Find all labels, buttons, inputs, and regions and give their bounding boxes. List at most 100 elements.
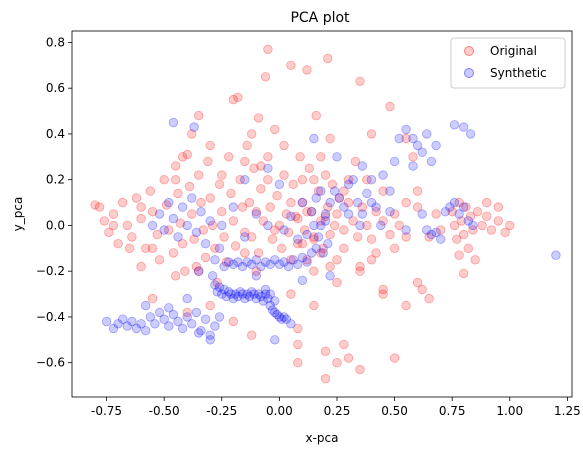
point-original-86 <box>325 229 335 240</box>
point-original-127 <box>228 94 239 105</box>
point-original-20 <box>173 188 183 199</box>
point-original-19 <box>170 161 181 171</box>
point-synthetic-2 <box>113 319 123 329</box>
point-original-205 <box>297 238 308 249</box>
point-synthetic-4 <box>122 321 133 331</box>
point-synthetic-88 <box>274 259 285 270</box>
point-synthetic-109 <box>371 202 381 212</box>
point-synthetic-75 <box>214 243 225 254</box>
point-original-206 <box>316 248 326 258</box>
point-original-164 <box>124 243 135 254</box>
point-original-25 <box>184 181 195 192</box>
point-original-74 <box>297 197 308 208</box>
point-synthetic-126 <box>440 206 451 217</box>
point-original-83 <box>318 243 328 254</box>
point-original-45 <box>230 241 241 251</box>
point-original-123 <box>505 220 515 231</box>
point-synthetic-128 <box>449 197 460 208</box>
point-original-30 <box>196 197 206 208</box>
y-tick-label: 0.2 <box>46 173 65 187</box>
x-tick-label: 0.00 <box>266 404 293 418</box>
point-synthetic-3 <box>117 314 128 324</box>
point-original-68 <box>283 227 294 238</box>
x-tick-label: -0.50 <box>149 404 180 418</box>
point-original-113 <box>461 202 471 212</box>
point-synthetic-150 <box>318 248 328 258</box>
point-synthetic-148 <box>313 232 324 242</box>
point-original-198 <box>246 129 257 139</box>
point-original-7 <box>127 232 137 242</box>
point-original-51 <box>244 197 255 208</box>
point-synthetic-14 <box>168 309 179 320</box>
point-synthetic-161 <box>240 232 250 242</box>
point-original-124 <box>263 44 273 55</box>
point-original-193 <box>147 243 158 254</box>
point-original-202 <box>343 174 354 185</box>
point-synthetic-68 <box>182 220 192 231</box>
points-layer <box>90 44 561 384</box>
point-synthetic-85 <box>260 257 271 267</box>
point-original-3 <box>108 209 119 219</box>
point-synthetic-158 <box>279 225 289 235</box>
point-synthetic-67 <box>177 202 188 212</box>
point-synthetic-13 <box>164 321 174 331</box>
point-original-145 <box>401 300 411 311</box>
point-synthetic-55 <box>277 314 287 324</box>
point-original-156 <box>366 255 377 265</box>
point-original-47 <box>235 174 245 185</box>
point-synthetic-177 <box>325 271 335 281</box>
point-original-150 <box>246 330 257 340</box>
point-synthetic-132 <box>468 220 478 231</box>
point-synthetic-0 <box>101 316 112 327</box>
point-original-175 <box>412 186 423 196</box>
point-synthetic-98 <box>320 209 331 219</box>
point-synthetic-24 <box>214 312 225 322</box>
point-synthetic-146 <box>309 220 319 231</box>
point-synthetic-82 <box>246 259 257 270</box>
point-synthetic-83 <box>251 255 261 265</box>
point-original-4 <box>113 238 123 249</box>
point-original-187 <box>286 255 296 265</box>
point-synthetic-141 <box>182 293 192 304</box>
point-original-16 <box>161 200 172 210</box>
point-original-144 <box>389 353 400 363</box>
point-synthetic-168 <box>240 174 250 185</box>
point-original-55 <box>253 248 264 258</box>
point-original-155 <box>355 266 365 276</box>
point-synthetic-96 <box>311 243 321 254</box>
point-original-98 <box>378 216 388 226</box>
point-synthetic-153 <box>306 206 317 217</box>
point-synthetic-61 <box>147 220 158 231</box>
point-synthetic-101 <box>334 193 345 203</box>
point-synthetic-25 <box>207 271 218 281</box>
y-tick-label: −0.2 <box>36 264 65 278</box>
point-original-166 <box>90 200 100 210</box>
point-synthetic-167 <box>263 163 273 174</box>
point-synthetic-140 <box>164 303 174 313</box>
point-synthetic-26 <box>210 280 220 290</box>
point-original-129 <box>355 76 365 87</box>
point-original-31 <box>198 225 209 235</box>
x-tick-label: 1.25 <box>554 404 581 418</box>
point-original-12 <box>147 206 158 217</box>
point-original-176 <box>401 197 411 208</box>
point-synthetic-114 <box>401 124 411 135</box>
point-synthetic-21 <box>200 314 211 324</box>
point-synthetic-66 <box>173 232 183 242</box>
point-synthetic-63 <box>159 225 169 235</box>
point-original-48 <box>237 202 248 212</box>
point-original-138 <box>339 339 349 350</box>
point-original-100 <box>389 209 400 219</box>
point-original-132 <box>325 133 335 144</box>
point-synthetic-64 <box>164 197 174 208</box>
point-synthetic-54 <box>274 312 285 322</box>
point-synthetic-11 <box>154 307 165 318</box>
point-synthetic-39 <box>240 293 250 304</box>
point-original-53 <box>249 163 259 174</box>
point-original-79 <box>309 234 319 244</box>
point-original-73 <box>295 152 305 162</box>
point-synthetic-174 <box>401 225 411 235</box>
point-synthetic-121 <box>417 209 427 219</box>
point-synthetic-23 <box>210 321 220 331</box>
point-original-125 <box>323 53 333 64</box>
